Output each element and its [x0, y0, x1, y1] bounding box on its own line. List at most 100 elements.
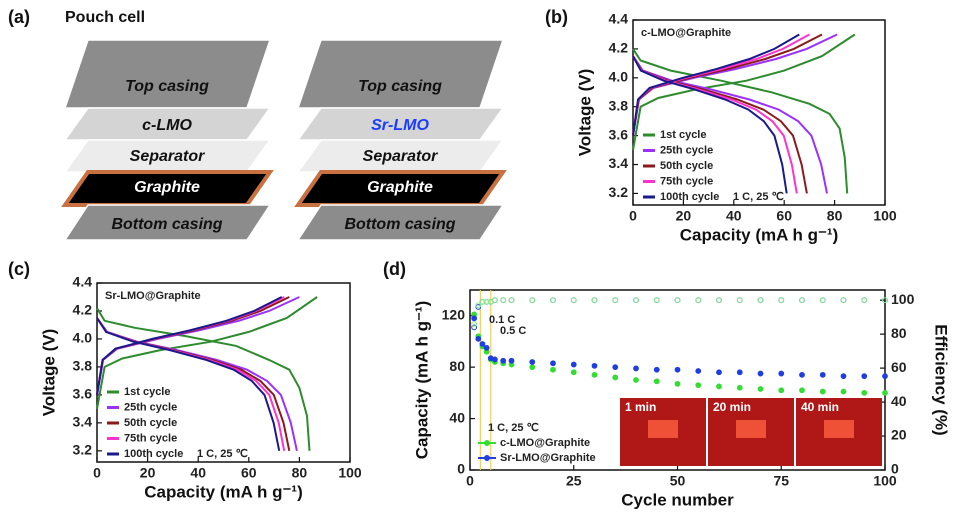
y-axis-label: Voltage (V)	[575, 69, 594, 157]
y2-tick-label: 0	[891, 461, 899, 477]
x-tick-label: 100	[338, 465, 362, 481]
annotation: 1 C, 25 ℃	[488, 422, 539, 434]
point	[612, 297, 619, 304]
y2-axis-label: Efficiency (%)	[932, 324, 951, 435]
point	[861, 297, 868, 304]
point	[716, 369, 722, 376]
point	[653, 297, 660, 304]
layer-label: Bottom casing	[344, 216, 455, 233]
curve	[632, 33, 856, 151]
y-tick-label: 3.8	[73, 358, 93, 374]
point	[570, 297, 577, 304]
point	[550, 297, 556, 304]
legend-label: c-LMO@Graphite	[500, 437, 590, 449]
y-tick-label: 3.6	[73, 386, 93, 402]
point	[633, 377, 639, 383]
x-tick-label: 50	[670, 473, 686, 489]
y-tick-label: 4.4	[73, 274, 93, 290]
point	[736, 297, 743, 304]
y-tick-label: 4.2	[609, 40, 629, 56]
panel-label: (a)	[8, 7, 30, 27]
layer-plate	[63, 204, 272, 241]
y-tick-label: 4.4	[609, 11, 629, 27]
legend-label: 25th cycle	[660, 144, 713, 156]
legend-label: 25th cycle	[124, 401, 177, 413]
legend-label: 100th cycle	[660, 191, 719, 203]
layer-label: Graphite	[367, 179, 433, 196]
point	[550, 360, 556, 367]
x-tick-label: 0	[93, 465, 101, 481]
curve	[96, 307, 311, 451]
point	[475, 304, 482, 310]
curve	[96, 296, 283, 396]
y-tick-label: 4.0	[73, 330, 93, 346]
point	[550, 366, 556, 373]
x-axis-label: Capacity (mA h g⁻¹)	[680, 225, 839, 244]
inset-glow	[648, 420, 678, 438]
y2-tick-label: 40	[891, 393, 907, 409]
point	[799, 371, 805, 378]
y-tick-label: 4.2	[73, 302, 93, 318]
curve	[632, 55, 798, 194]
x-tick-label: 60	[241, 465, 257, 481]
point	[716, 383, 722, 390]
point	[840, 297, 847, 304]
point	[483, 298, 490, 305]
point	[492, 297, 498, 304]
point	[819, 388, 826, 395]
x-tick-label: 0	[466, 473, 474, 489]
point	[475, 302, 482, 309]
point	[570, 361, 577, 368]
point	[861, 389, 868, 396]
point	[479, 341, 486, 347]
point	[819, 297, 826, 304]
point	[757, 386, 764, 392]
x-tick-label: 100	[873, 473, 897, 489]
y-tick-label: 80	[449, 358, 465, 374]
y2-tick-label: 20	[891, 427, 907, 443]
point	[591, 371, 598, 378]
x-tick-label: 80	[827, 208, 843, 224]
point	[695, 368, 702, 374]
point	[591, 297, 598, 304]
point	[840, 373, 847, 380]
x-tick-label: 100	[873, 208, 897, 224]
point	[508, 297, 515, 304]
layer-label: Top casing	[125, 78, 209, 95]
point	[492, 356, 498, 363]
legend-label: 100th cycle	[124, 448, 183, 460]
x-tick-label: 60	[776, 208, 792, 224]
x-tick-label: 20	[676, 208, 692, 224]
point	[529, 297, 536, 304]
point	[612, 364, 619, 371]
y-axis-label: Capacity (mA h g⁻¹)	[412, 301, 431, 460]
legend-label: Sr-LMO@Graphite	[500, 452, 596, 464]
point	[861, 373, 868, 380]
point	[778, 370, 785, 377]
legend-marker	[484, 455, 490, 461]
legend-marker	[484, 440, 490, 446]
point	[529, 364, 536, 371]
legend-label: 75th cycle	[660, 175, 713, 187]
x-axis-label: Cycle number	[621, 490, 734, 509]
point	[500, 357, 507, 364]
layer-label: Sr-LMO	[371, 117, 429, 134]
point	[508, 357, 515, 364]
legend-label: 50th cycle	[660, 160, 713, 172]
layer-label: Bottom casing	[111, 216, 222, 233]
point	[840, 388, 847, 395]
point	[570, 369, 577, 376]
plot-frame	[632, 19, 886, 206]
layer-label: Top casing	[358, 78, 442, 95]
panel-label: (c)	[8, 259, 30, 279]
layer-plate	[296, 39, 505, 109]
layer-label: Graphite	[134, 179, 200, 196]
point	[633, 365, 639, 372]
plot-frame	[96, 282, 351, 463]
point	[653, 366, 660, 373]
legend-label: 1st cycle	[124, 386, 170, 398]
point	[882, 373, 888, 380]
point	[471, 315, 478, 322]
pouch-title: Pouch cell	[65, 9, 145, 26]
